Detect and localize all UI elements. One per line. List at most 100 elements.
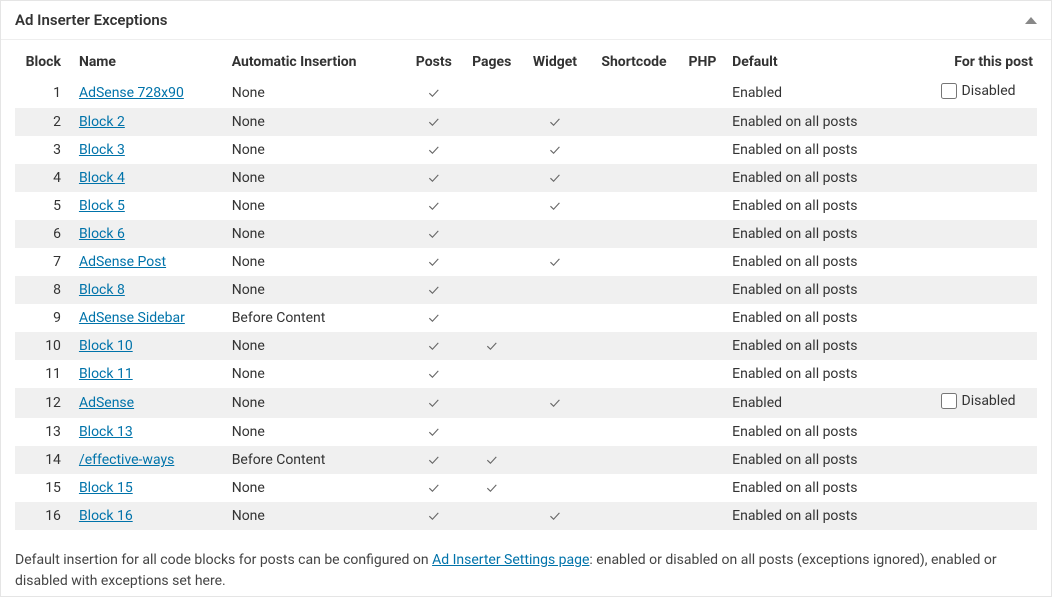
php-check-cell — [679, 164, 726, 192]
widget-check-cell — [521, 418, 589, 446]
shortcode-check-cell — [589, 304, 679, 332]
block-link[interactable]: Block 10 — [79, 338, 133, 354]
default-cell: Enabled on all posts — [726, 248, 910, 276]
posts-check-cell: ✓ — [405, 502, 463, 530]
widget-check-cell: ✓ — [521, 108, 589, 136]
block-name-cell: /effective-ways — [73, 446, 226, 474]
pages-check-cell — [463, 136, 521, 164]
shortcode-check-cell — [589, 78, 679, 108]
header-pages: Pages — [463, 46, 521, 78]
panel-title: Ad Inserter Exceptions — [15, 11, 167, 29]
disabled-checkbox[interactable] — [941, 83, 957, 99]
php-check-cell — [679, 446, 726, 474]
shortcode-check-cell — [589, 220, 679, 248]
block-name-cell: AdSense — [73, 388, 226, 418]
block-name-cell: Block 4 — [73, 164, 226, 192]
block-number: 15 — [15, 474, 73, 502]
default-cell: Enabled on all posts — [726, 474, 910, 502]
table-row: 9AdSense SidebarBefore Content✓Enabled o… — [15, 304, 1037, 332]
block-link[interactable]: Block 5 — [79, 198, 125, 214]
default-cell: Enabled on all posts — [726, 108, 910, 136]
table-row: 11Block 11None✓Enabled on all posts — [15, 360, 1037, 388]
block-link[interactable]: /effective-ways — [79, 452, 174, 468]
pages-check-cell — [463, 276, 521, 304]
posts-check-cell: ✓ — [405, 192, 463, 220]
block-link[interactable]: AdSense Post — [79, 254, 166, 270]
block-link[interactable]: AdSense — [79, 395, 134, 411]
default-cell: Enabled — [726, 78, 910, 108]
settings-page-link[interactable]: Ad Inserter Settings page — [432, 552, 589, 568]
php-check-cell — [679, 276, 726, 304]
block-number: 1 — [15, 78, 73, 108]
table-row: 16Block 16None✓✓Enabled on all posts — [15, 502, 1037, 530]
block-link[interactable]: Block 2 — [79, 114, 125, 130]
table-row: 6Block 6None✓Enabled on all posts — [15, 220, 1037, 248]
pages-check-cell: ✓ — [463, 332, 521, 360]
posts-check-cell: ✓ — [405, 276, 463, 304]
shortcode-check-cell — [589, 276, 679, 304]
collapse-triangle-icon[interactable] — [1025, 17, 1037, 24]
table-row: 10Block 10None✓✓Enabled on all posts — [15, 332, 1037, 360]
table-row: 4Block 4None✓✓Enabled on all posts — [15, 164, 1037, 192]
pages-check-cell — [463, 388, 521, 418]
block-link[interactable]: Block 4 — [79, 170, 125, 186]
automatic-insertion-cell: None — [226, 502, 405, 530]
block-link[interactable]: Block 13 — [79, 424, 133, 440]
for-this-post-cell — [911, 360, 1038, 388]
block-number: 11 — [15, 360, 73, 388]
panel-header[interactable]: Ad Inserter Exceptions — [1, 1, 1051, 40]
header-default: Default — [726, 46, 910, 78]
php-check-cell — [679, 304, 726, 332]
table-row: 12AdSenseNone✓✓EnabledDisabled — [15, 388, 1037, 418]
block-number: 7 — [15, 248, 73, 276]
for-this-post-cell — [911, 108, 1038, 136]
block-link[interactable]: AdSense 728x90 — [79, 85, 184, 101]
automatic-insertion-cell: Before Content — [226, 446, 405, 474]
table-header-row: Block Name Automatic Insertion Posts Pag… — [15, 46, 1037, 78]
header-auto: Automatic Insertion — [226, 46, 405, 78]
widget-check-cell: ✓ — [521, 164, 589, 192]
widget-check-cell — [521, 78, 589, 108]
block-link[interactable]: Block 11 — [79, 366, 133, 382]
for-this-post-cell — [911, 276, 1038, 304]
shortcode-check-cell — [589, 248, 679, 276]
php-check-cell — [679, 220, 726, 248]
block-link[interactable]: Block 15 — [79, 480, 133, 496]
php-check-cell — [679, 474, 726, 502]
shortcode-check-cell — [589, 474, 679, 502]
posts-check-cell: ✓ — [405, 332, 463, 360]
disabled-checkbox-label[interactable]: Disabled — [941, 393, 1016, 409]
block-link[interactable]: Block 3 — [79, 142, 125, 158]
posts-check-cell: ✓ — [405, 446, 463, 474]
block-name-cell: AdSense Post — [73, 248, 226, 276]
pages-check-cell — [463, 502, 521, 530]
pages-check-cell — [463, 418, 521, 446]
for-this-post-cell — [911, 192, 1038, 220]
automatic-insertion-cell: None — [226, 248, 405, 276]
header-block: Block — [15, 46, 73, 78]
disabled-label-text: Disabled — [962, 393, 1016, 409]
header-posts: Posts — [405, 46, 463, 78]
block-name-cell: Block 11 — [73, 360, 226, 388]
block-link[interactable]: AdSense Sidebar — [79, 310, 185, 326]
block-name-cell: Block 16 — [73, 502, 226, 530]
block-name-cell: Block 5 — [73, 192, 226, 220]
disabled-checkbox-label[interactable]: Disabled — [941, 83, 1016, 99]
block-link[interactable]: Block 6 — [79, 226, 125, 242]
automatic-insertion-cell: None — [226, 332, 405, 360]
php-check-cell — [679, 502, 726, 530]
block-name-cell: Block 6 — [73, 220, 226, 248]
header-widget: Widget — [521, 46, 589, 78]
block-number: 9 — [15, 304, 73, 332]
block-link[interactable]: Block 16 — [79, 508, 133, 524]
block-link[interactable]: Block 8 — [79, 282, 125, 298]
default-cell: Enabled on all posts — [726, 332, 910, 360]
header-name: Name — [73, 46, 226, 78]
panel-body: Block Name Automatic Insertion Posts Pag… — [1, 46, 1051, 538]
php-check-cell — [679, 78, 726, 108]
default-cell: Enabled on all posts — [726, 136, 910, 164]
shortcode-check-cell — [589, 418, 679, 446]
posts-check-cell: ✓ — [405, 418, 463, 446]
disabled-checkbox[interactable] — [941, 393, 957, 409]
automatic-insertion-cell: None — [226, 276, 405, 304]
